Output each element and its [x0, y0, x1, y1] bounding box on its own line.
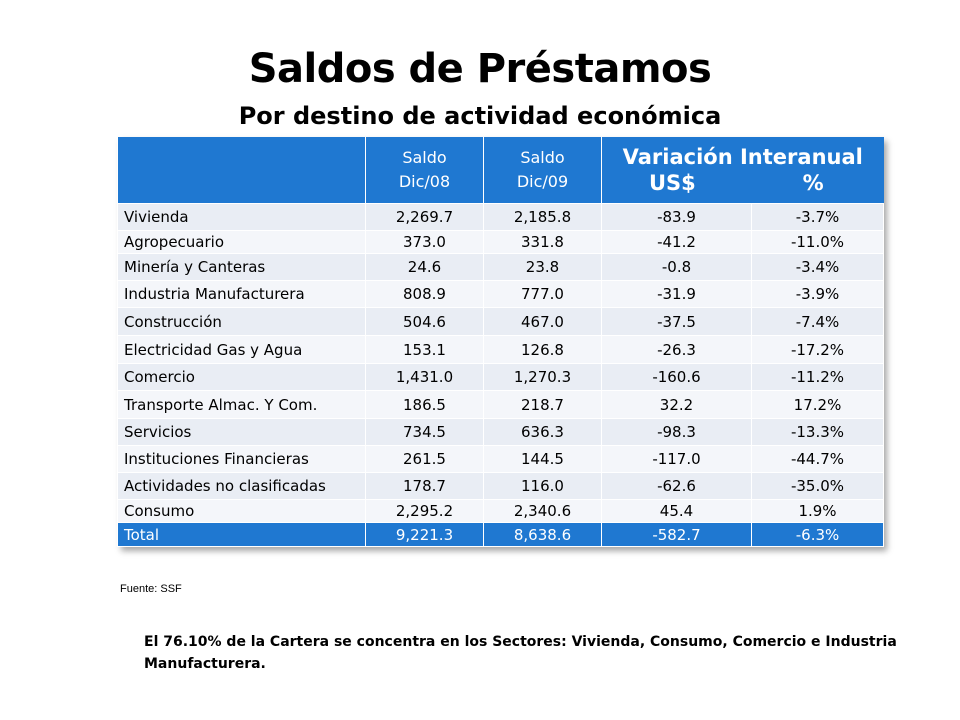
- header-sector: [117, 137, 366, 204]
- loans-table: Saldo Dic/08 Saldo Dic/09 Variación Inte…: [117, 137, 884, 547]
- row-value: -17.2%: [751, 335, 884, 364]
- row-value: -98.3: [601, 418, 752, 446]
- row-value: -11.0%: [751, 230, 884, 254]
- row-value: 2,295.2: [365, 499, 484, 523]
- row-value: -3.7%: [751, 203, 884, 231]
- row-value: -83.9: [601, 203, 752, 231]
- total-value: -582.7: [601, 522, 752, 547]
- row-value: 45.4: [601, 499, 752, 523]
- row-label: Actividades no clasificadas: [117, 472, 366, 500]
- page-title: Saldos de Préstamos: [248, 46, 712, 92]
- row-label: Construcción: [117, 307, 366, 336]
- row-value: 126.8: [483, 335, 602, 364]
- row-value: 373.0: [365, 230, 484, 254]
- row-value: 2,185.8: [483, 203, 602, 231]
- table-header-row: Saldo Dic/08 Saldo Dic/09 Variación Inte…: [117, 137, 884, 204]
- header-variacion-interanual: Variación Interanual US$ %: [601, 137, 884, 204]
- row-value: 504.6: [365, 307, 484, 336]
- row-value: -41.2: [601, 230, 752, 254]
- table-row: Instituciones Financieras 261.5 144.5 -117.…: [117, 445, 884, 473]
- source-note: Fuente: SSF: [120, 583, 182, 595]
- table-row: Minería y Canteras 24.6 23.8 -0.8 -3.4%: [117, 253, 884, 281]
- row-value: -7.4%: [751, 307, 884, 336]
- table-row: Construcción 504.6 467.0 -37.5 -7.4%: [117, 307, 884, 336]
- row-value: -3.9%: [751, 280, 884, 308]
- row-label: Consumo: [117, 499, 366, 523]
- row-value: 186.5: [365, 390, 484, 419]
- total-value: 9,221.3: [365, 522, 484, 547]
- header-saldo-dic09: Saldo Dic/09: [483, 137, 602, 204]
- row-value: 1,431.0: [365, 363, 484, 391]
- row-value: -37.5: [601, 307, 752, 336]
- row-value: 2,269.7: [365, 203, 484, 231]
- table-row: Servicios 734.5 636.3 -98.3 -13.3%: [117, 418, 884, 446]
- table-row: Consumo 2,295.2 2,340.6 45.4 1.9%: [117, 499, 884, 523]
- row-value: -13.3%: [751, 418, 884, 446]
- table-row: Agropecuario 373.0 331.8 -41.2 -11.0%: [117, 230, 884, 254]
- table-row: Industria Manufacturera 808.9 777.0 -31.9 -3…: [117, 280, 884, 308]
- row-value: -160.6: [601, 363, 752, 391]
- row-label: Transporte Almac. Y Com.: [117, 390, 366, 419]
- row-value: -31.9: [601, 280, 752, 308]
- row-value: -35.0%: [751, 472, 884, 500]
- total-value: 8,638.6: [483, 522, 602, 547]
- row-value: -117.0: [601, 445, 752, 473]
- row-label: Agropecuario: [117, 230, 366, 254]
- header-variacion-usd: US$: [648, 171, 696, 195]
- row-value: 32.2: [601, 390, 752, 419]
- loans-table-container: Saldo Dic/08 Saldo Dic/09 Variación Inte…: [117, 137, 884, 547]
- table-total-row: Total 9,221.3 8,638.6 -582.7 -6.3%: [117, 522, 884, 547]
- table-row: Electricidad Gas y Agua 153.1 126.8 -26.3 -1…: [117, 335, 884, 364]
- table-row: Comercio 1,431.0 1,270.3 -160.6 -11.2%: [117, 363, 884, 391]
- summary-note: El 76.10% de la Cartera se concentra en …: [144, 634, 897, 672]
- row-value: 17.2%: [751, 390, 884, 419]
- header-saldo-dic08: Saldo Dic/08: [365, 137, 484, 204]
- row-label: Minería y Canteras: [117, 253, 366, 281]
- row-label: Electricidad Gas y Agua: [117, 335, 366, 364]
- row-value: 734.5: [365, 418, 484, 446]
- row-value: 261.5: [365, 445, 484, 473]
- header-variacion-pct: %: [802, 171, 824, 195]
- row-value: 636.3: [483, 418, 602, 446]
- row-value: -26.3: [601, 335, 752, 364]
- row-value: 1,270.3: [483, 363, 602, 391]
- row-value: 331.8: [483, 230, 602, 254]
- row-label: Comercio: [117, 363, 366, 391]
- row-value: 23.8: [483, 253, 602, 281]
- row-value: 1.9%: [751, 499, 884, 523]
- row-value: 218.7: [483, 390, 602, 419]
- total-label: Total: [117, 522, 366, 547]
- row-value: -3.4%: [751, 253, 884, 281]
- row-value: -11.2%: [751, 363, 884, 391]
- row-value: 153.1: [365, 335, 484, 364]
- row-value: 808.9: [365, 280, 484, 308]
- row-label: Instituciones Financieras: [117, 445, 366, 473]
- row-value: 777.0: [483, 280, 602, 308]
- page-subtitle: Por destino de actividad económica: [238, 102, 722, 130]
- row-value: 178.7: [365, 472, 484, 500]
- table-body: Vivienda 2,269.7 2,185.8 -83.9 -3.7% Agropecu…: [117, 203, 884, 547]
- table-row: Actividades no clasificadas 178.7 116.0 -62…: [117, 472, 884, 500]
- row-label: Vivienda: [117, 203, 366, 231]
- row-value: -62.6: [601, 472, 752, 500]
- row-value: 24.6: [365, 253, 484, 281]
- row-value: 116.0: [483, 472, 602, 500]
- row-value: 144.5: [483, 445, 602, 473]
- table-row: Vivienda 2,269.7 2,185.8 -83.9 -3.7%: [117, 203, 884, 231]
- total-value: -6.3%: [751, 522, 884, 547]
- row-value: -44.7%: [751, 445, 884, 473]
- row-label: Servicios: [117, 418, 366, 446]
- row-label: Industria Manufacturera: [117, 280, 366, 308]
- row-value: -0.8: [601, 253, 752, 281]
- table-row: Transporte Almac. Y Com. 186.5 218.7 32.2 17…: [117, 390, 884, 419]
- row-value: 2,340.6: [483, 499, 602, 523]
- row-value: 467.0: [483, 307, 602, 336]
